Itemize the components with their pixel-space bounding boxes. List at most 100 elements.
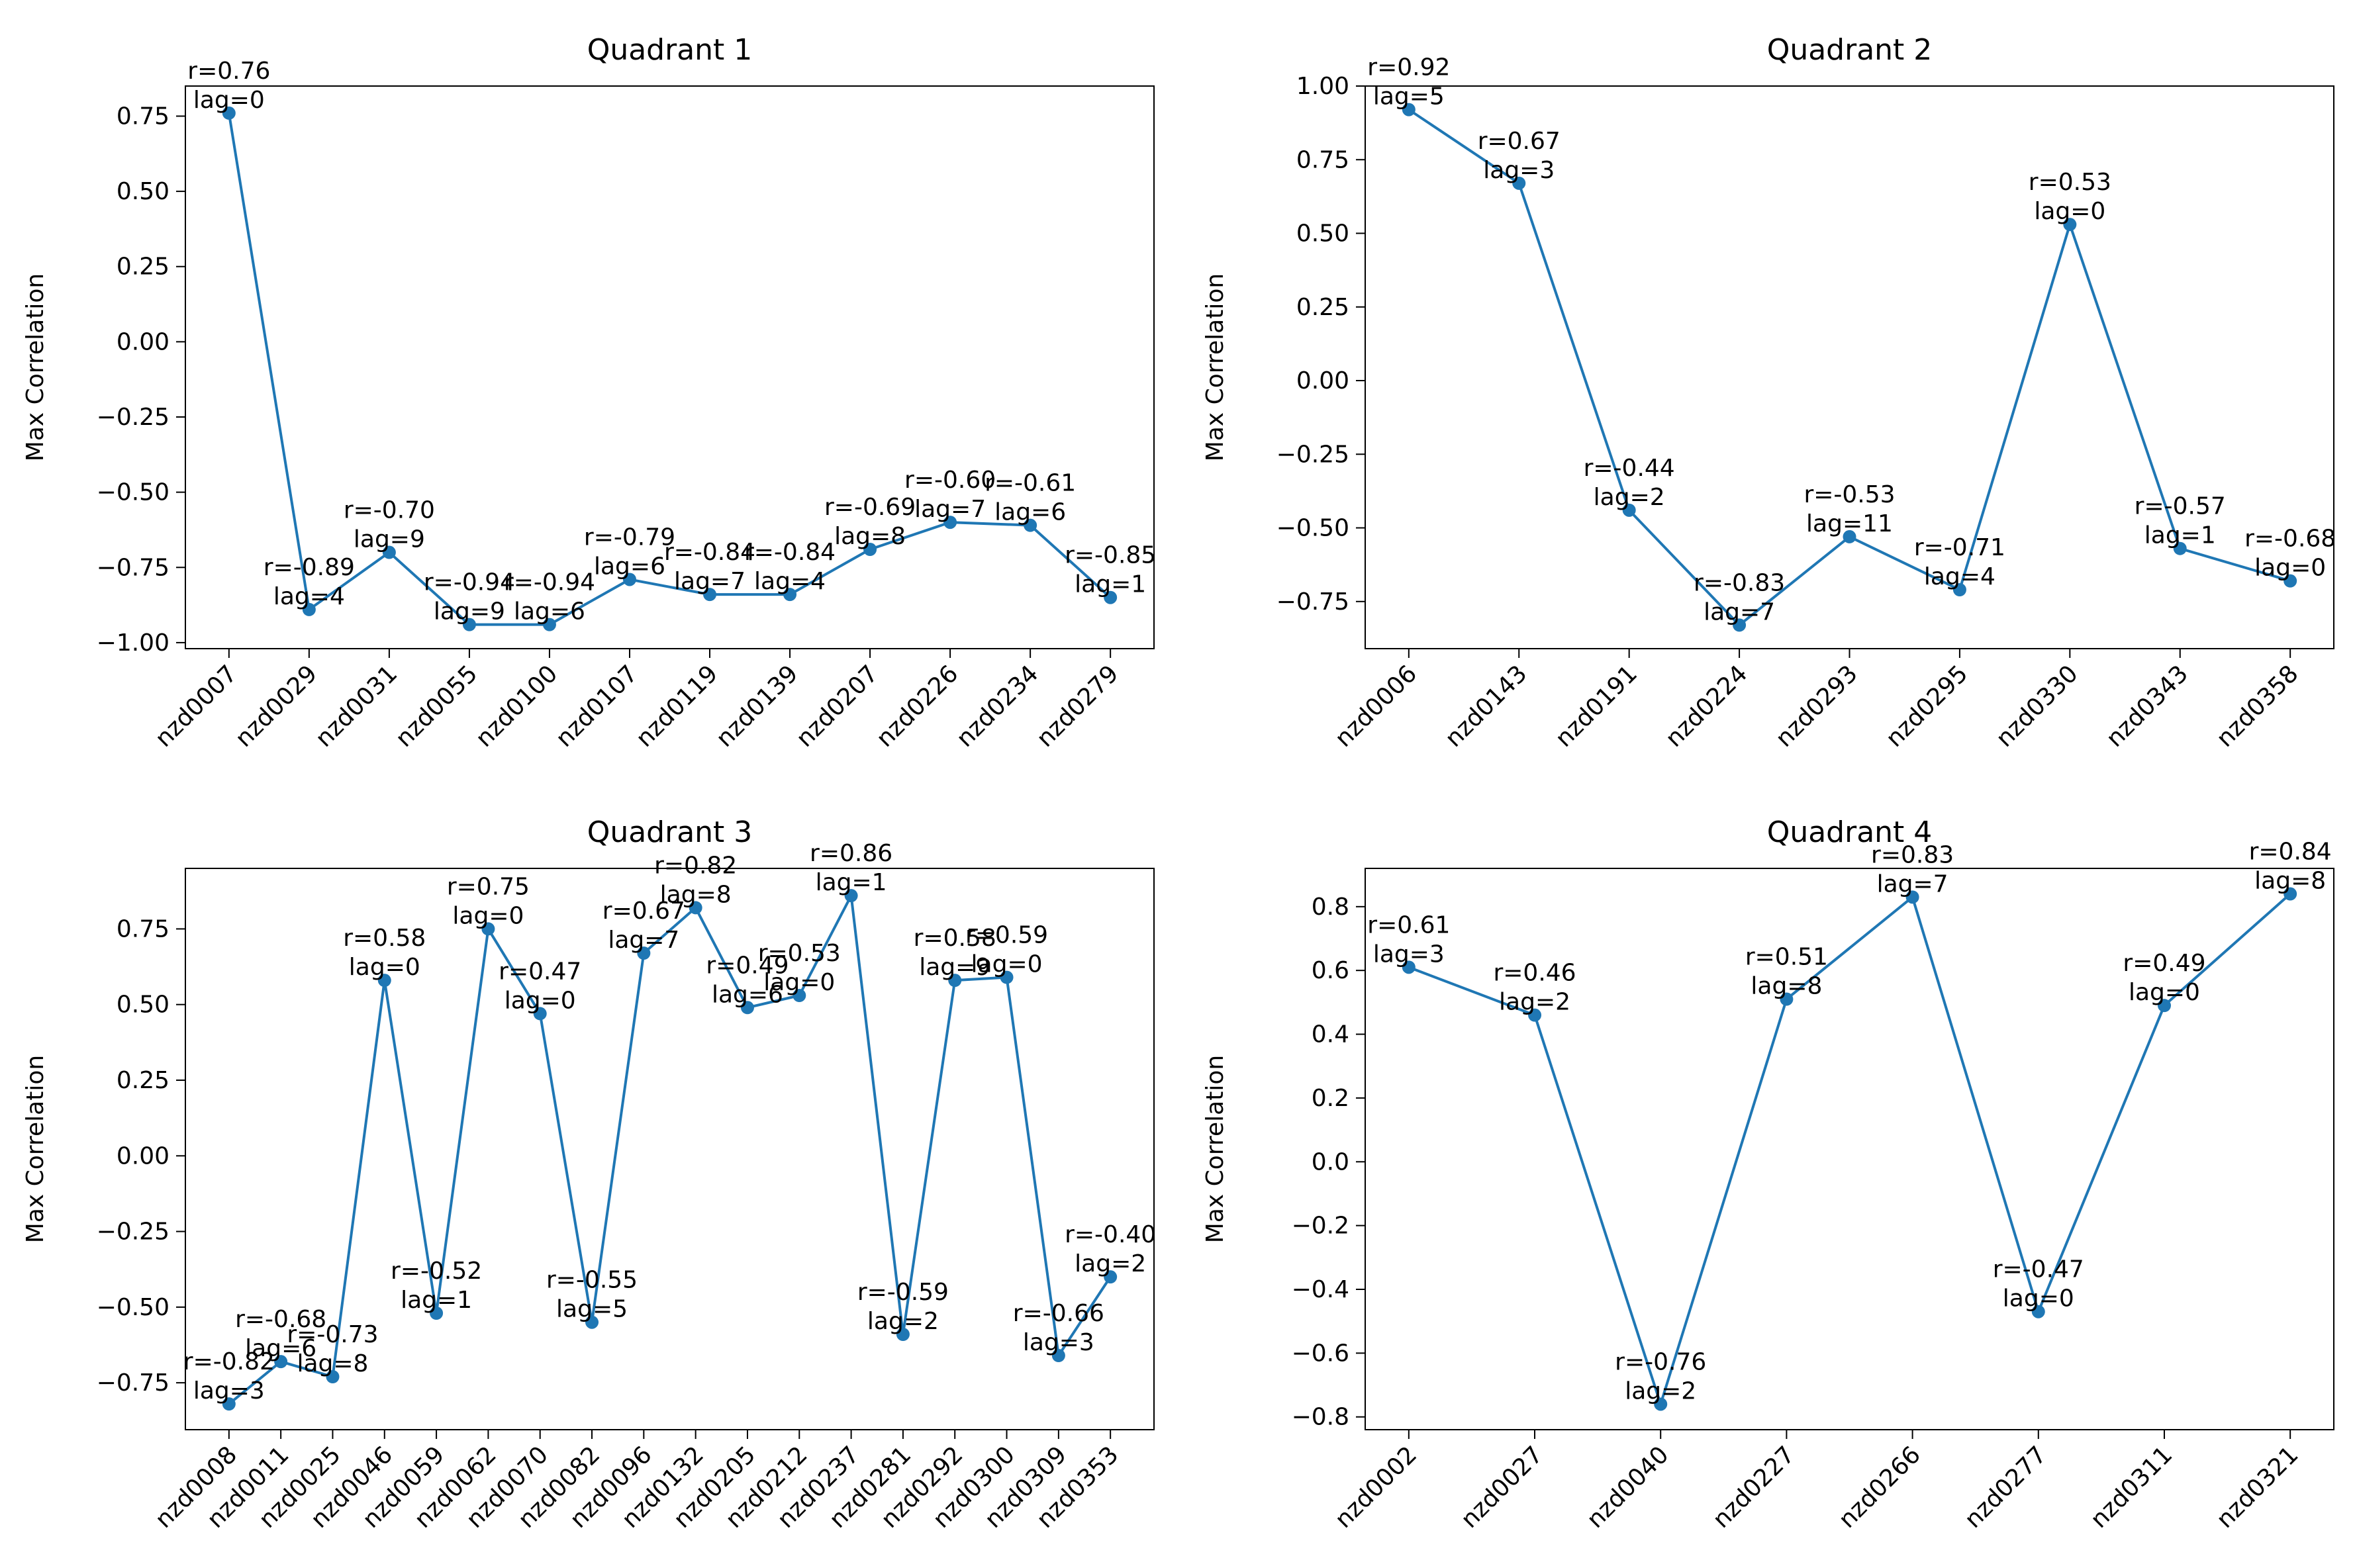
quadrant-1-y-axis-label: Max Correlation [22,273,49,461]
quadrant-2-x-tick-label: nzd0006 [1330,660,1422,752]
quadrant-3-data-point-nzd0046 [377,974,391,988]
quadrant-3-lag-label: lag=7 [608,927,679,954]
quadrant-2-y-tick-label: 1.00 [1296,73,1349,100]
quadrant-4-y-tick-label: −0.4 [1292,1276,1349,1303]
quadrant-4-x-tick-label: nzd0040 [1582,1441,1674,1533]
quadrant-3-data-point-nzd0212 [793,989,806,1002]
quadrant-2-lag-label: lag=4 [1924,563,1995,590]
quadrant-2-r-label: r=-0.68 [2244,526,2336,553]
quadrant-4-plot-frame [1365,868,2334,1430]
quadrant-3-lag-label: lag=2 [1075,1250,1146,1277]
quadrant-1-data-point-nzd0226 [943,516,957,530]
quadrant-3-lag-label: lag=0 [971,951,1043,978]
quadrant-4-title: Quadrant 4 [1767,815,1933,849]
quadrant-3-data-point-nzd0082 [585,1315,599,1329]
quadrant-1-r-label: r=-0.61 [985,470,1076,497]
quadrant-2-x-tick-label: nzd0191 [1551,660,1643,752]
quadrant-3-r-label: r=0.75 [447,873,530,900]
quadrant-1-lag-label: lag=1 [1075,571,1146,598]
quadrant-1-data-point-nzd0055 [462,618,476,631]
quadrant-3-r-label: r=0.47 [499,958,581,985]
quadrant-4-x-tick-label: nzd0027 [1456,1441,1548,1533]
quadrant-3-data-point-nzd0300 [1000,970,1014,984]
quadrant-3-data-point-nzd0070 [533,1007,547,1021]
quadrant-2-r-label: r=-0.83 [1694,569,1785,596]
quadrant-4-data-point-nzd0311 [2157,999,2171,1013]
quadrant-3-lag-label: lag=9 [919,954,990,981]
quadrant-2-data-point-nzd0143 [1512,176,1526,190]
quadrant-1-y-tick-label: 0.25 [117,254,169,281]
quadrant-2-r-label: r=-0.44 [1584,455,1675,482]
quadrant-1-data-point-nzd0029 [302,602,316,616]
quadrant-3-data-point-nzd0132 [689,901,702,915]
quadrant-4-lag-label: lag=7 [1877,870,1948,898]
quadrant-2-data-point-nzd0358 [2283,574,2297,588]
quadrant-3-y-tick-label: 0.25 [117,1067,169,1094]
quadrant-2-y-tick-label: 0.75 [1296,146,1349,173]
quadrant-2-y-tick-label: −0.25 [1276,441,1349,468]
quadrant-3-lag-label: lag=2 [867,1308,939,1335]
quadrant-4-x-tick-label: nzd0227 [1707,1441,1800,1533]
quadrant-1-lag-label: lag=4 [273,583,345,610]
quadrant-3-plot-frame [185,868,1155,1430]
quadrant-2-title: Quadrant 2 [1767,33,1933,67]
quadrant-1-y-tick-label: 0.00 [117,328,169,355]
quadrant-1-x-tick-label: nzd0007 [150,660,242,752]
quadrant-1-x-tick-label: nzd0107 [551,660,643,752]
quadrant-1-data-point-nzd0279 [1104,590,1118,604]
quadrant-1-data-point-nzd0107 [622,573,636,586]
quadrant-1-r-label: r=-0.89 [264,554,355,581]
quadrant-4-lag-label: lag=2 [1499,989,1570,1016]
quadrant-3-lag-label: lag=3 [193,1377,265,1405]
quadrant-2-lag-label: lag=2 [1594,484,1665,511]
quadrant-3-r-label: r=-0.73 [287,1321,378,1348]
quadrant-4-r-label: r=-0.47 [1993,1256,2084,1283]
quadrant-2-x-tick-label: nzd0293 [1770,660,1862,752]
quadrant-3-title: Quadrant 3 [587,815,753,849]
quadrant-2-r-label: r=0.53 [2029,169,2111,196]
quadrant-3-lag-label: lag=0 [349,954,420,981]
quadrant-4-series-line [1408,893,2291,1406]
quadrant-4-lag-label: lag=0 [2003,1285,2074,1313]
quadrant-2-data-point-nzd0343 [2173,541,2187,555]
quadrant-1-lag-label: lag=0 [193,87,265,114]
quadrant-4-data-point-nzd0002 [1402,960,1416,974]
quadrant-1-lag-label: lag=6 [594,553,665,580]
quadrant-1-lag-label: lag=8 [834,523,906,550]
quadrant-4-y-tick-label: 0.0 [1312,1148,1349,1176]
quadrant-1-r-label: r=-0.84 [664,539,755,566]
quadrant-1-r-label: r=-0.94 [504,569,595,596]
quadrant-1-data-point-nzd0207 [863,543,877,556]
quadrant-1-y-tick-label: 0.75 [117,103,169,130]
quadrant-4-x-tick-label: nzd0311 [2086,1441,2178,1533]
quadrant-3-lag-label: lag=3 [1023,1329,1094,1356]
quadrant-4-y-tick-label: −0.6 [1292,1340,1349,1367]
quadrant-1-data-point-nzd0100 [542,618,556,631]
quadrant-4-data-point-nzd0040 [1654,1397,1668,1411]
quadrant-4-lag-label: lag=8 [2254,868,2326,895]
quadrant-3-lag-label: lag=6 [712,981,783,1008]
quadrant-3-lag-label: lag=8 [297,1350,368,1377]
quadrant-2-data-point-nzd0293 [1843,530,1856,543]
quadrant-1-lag-label: lag=6 [994,499,1066,526]
quadrant-1-y-tick-label: −1.00 [97,629,169,657]
quadrant-1-r-label: r=-0.94 [424,569,515,596]
quadrant-1-series-line [227,113,1112,626]
quadrant-1-plot-frame [185,85,1155,649]
quadrant-1-x-tick-label: nzd0139 [711,660,803,752]
quadrant-1-r-label: r=-0.79 [584,524,675,551]
quadrant-3-y-tick-label: −0.50 [97,1294,169,1321]
quadrant-4-y-tick-label: 0.2 [1312,1085,1349,1112]
quadrant-4-x-tick-label: nzd0002 [1330,1441,1422,1533]
quadrant-1-y-tick-label: −0.75 [97,554,169,581]
quadrant-2-y-axis-label: Max Correlation [1202,273,1229,461]
quadrant-3-data-point-nzd0309 [1051,1349,1065,1362]
quadrant-1-x-tick-label: nzd0031 [311,660,403,752]
quadrant-3-data-point-nzd0237 [844,889,858,903]
quadrant-1-y-tick-label: −0.50 [97,479,169,506]
quadrant-2-data-point-nzd0224 [1733,618,1747,632]
quadrant-2-y-tick-label: 0.25 [1296,294,1349,321]
quadrant-4-r-label: r=0.84 [2249,839,2332,866]
quadrant-4-data-point-nzd0027 [1528,1008,1542,1022]
